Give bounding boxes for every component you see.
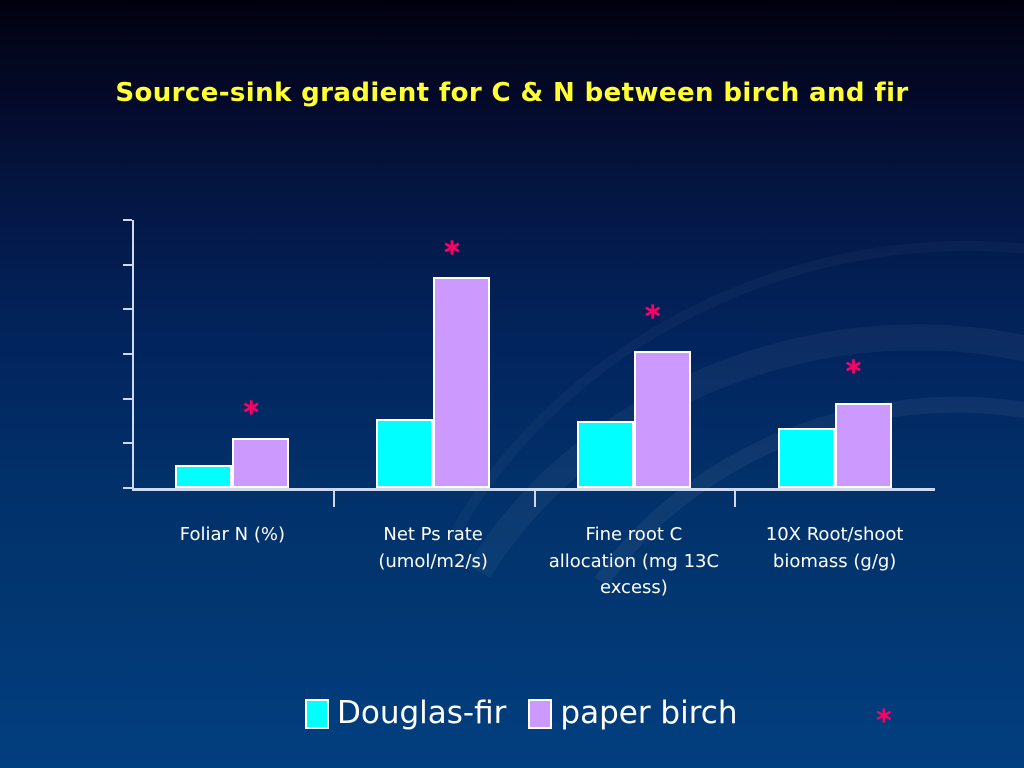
y-axis-tick: [123, 308, 132, 311]
legend-label: Douglas-fir: [337, 695, 507, 731]
x-axis-line: [132, 488, 935, 491]
category-label: Foliar N (%): [122, 522, 343, 549]
category-label-line: 10X Root/shoot: [765, 524, 904, 545]
bar-chart-plot-area: 024681012 ****: [123, 219, 935, 507]
category-label-line: Foliar N (%): [179, 524, 285, 545]
bar-birch: [433, 276, 491, 488]
significance-star: *: [644, 300, 661, 336]
y-axis-tick: [123, 263, 132, 266]
significance-star: *: [845, 354, 862, 390]
category-label-line: Fine root C: [585, 524, 683, 545]
legend-item-paper-birch[interactable]: paper birch: [528, 698, 759, 729]
chart-legend: Douglas-fir paper birch *: [0, 698, 1024, 744]
category-label: Net Ps rate (umol/m2/s): [323, 522, 544, 575]
category-separator-tick: [332, 491, 335, 507]
bar-birch: [834, 403, 892, 488]
bar-birch: [633, 350, 691, 488]
category-label-line: biomass (g/g): [772, 550, 897, 572]
legend-swatch-icon: [528, 698, 553, 729]
category-label-line: (umol/m2/s): [378, 550, 488, 572]
y-axis-tick: [123, 442, 132, 445]
bar-fir: [376, 418, 434, 488]
significance-star: *: [243, 396, 260, 432]
category-label: 10X Root/shoot biomass (g/g): [724, 522, 945, 575]
slide-title: Source-sink gradient for C & N between b…: [115, 78, 909, 108]
category-separator-tick: [533, 491, 536, 507]
category-label-line: Net Ps rate: [383, 524, 483, 545]
legend-swatch-icon: [305, 698, 329, 729]
category-label-line: excess): [599, 577, 668, 599]
significance-star: *: [444, 235, 460, 271]
y-axis-tick: [123, 487, 132, 489]
bar-fir: [175, 464, 233, 488]
category-label-line: allocation (mg 13C: [548, 550, 720, 572]
y-axis-line: [132, 220, 134, 490]
y-axis-tick: [123, 353, 132, 355]
legend-significance-marker: *: [876, 704, 892, 739]
legend-item-douglas-fir[interactable]: Douglas-fir: [305, 698, 528, 729]
bar-fir: [576, 421, 634, 488]
bar-fir: [777, 427, 835, 488]
y-axis-tick: [123, 397, 132, 400]
category-label: Fine root C allocation (mg 13C excess): [524, 522, 745, 602]
category-separator-tick: [734, 491, 737, 507]
y-axis-tick: [123, 219, 132, 221]
legend-label: paper birch: [560, 695, 738, 731]
legend-items: Douglas-fir paper birch: [305, 698, 759, 729]
bar-birch: [232, 437, 290, 488]
